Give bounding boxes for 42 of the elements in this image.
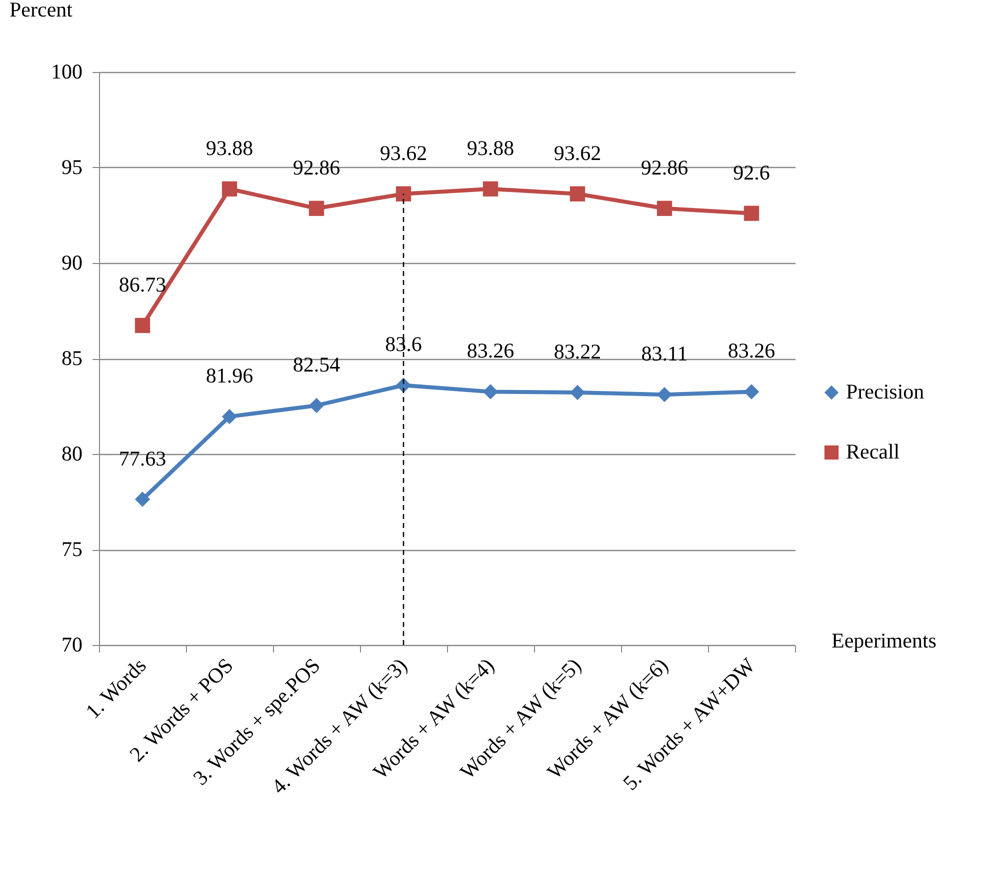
y-axis-title: Percent <box>10 0 73 22</box>
point <box>222 408 238 424</box>
data-label: 83.22 <box>554 340 602 364</box>
point <box>134 492 150 507</box>
point <box>222 181 238 196</box>
point <box>308 398 324 414</box>
point <box>570 186 586 202</box>
legend-label: Recall <box>846 440 900 464</box>
y-tick-label: 75 <box>62 537 82 561</box>
point <box>134 318 150 334</box>
data-label: 82.54 <box>292 352 341 376</box>
x-axis-title: Eeperiments <box>832 628 936 652</box>
data-label: 83.26 <box>728 338 776 363</box>
data-label: 92.86 <box>292 155 340 180</box>
point <box>482 181 498 196</box>
y-tick-label: 95 <box>62 155 82 179</box>
data-label: 93.88 <box>206 136 254 160</box>
data-label: 81.96 <box>206 364 254 388</box>
legend-label: Precision <box>846 380 925 404</box>
point <box>396 186 412 202</box>
point <box>656 200 672 216</box>
point <box>744 384 760 400</box>
point <box>308 200 324 216</box>
data-label: 83.6 <box>385 332 422 356</box>
y-tick-label: 90 <box>62 250 82 274</box>
data-label: 93.62 <box>380 140 428 165</box>
point <box>482 384 498 400</box>
data-label: 83.11 <box>641 342 688 366</box>
data-label: 93.62 <box>554 140 602 165</box>
point <box>744 206 760 221</box>
y-tick-label: 100 <box>51 60 82 84</box>
data-label: 92.6 <box>733 160 770 184</box>
y-tick-label: 70 <box>62 632 82 656</box>
data-label: 93.88 <box>466 136 514 160</box>
point <box>656 387 672 402</box>
data-label: 77.63 <box>118 446 166 470</box>
y-tick-label: 85 <box>62 346 82 370</box>
y-tick-label: 80 <box>62 442 82 466</box>
point <box>570 384 586 400</box>
data-label: 86.73 <box>118 272 166 296</box>
data-label: 92.86 <box>640 155 688 180</box>
data-label: 83.26 <box>466 338 514 363</box>
